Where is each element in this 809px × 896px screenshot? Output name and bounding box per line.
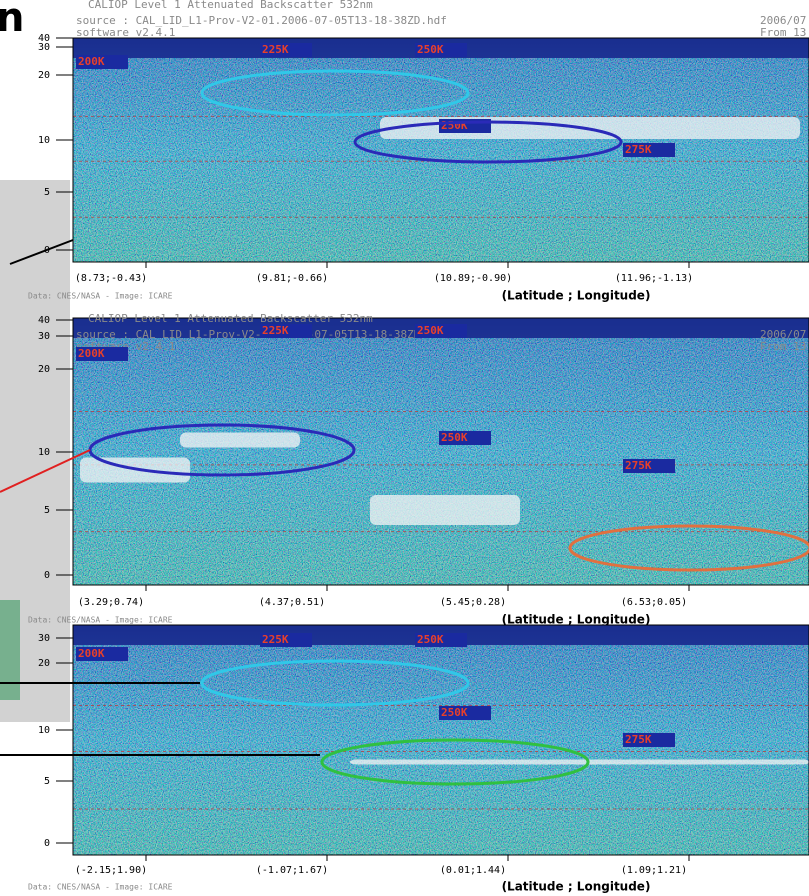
x-tick-label: (9.81;-0.66) xyxy=(256,273,328,284)
panel-title: CALIOP Level 1 Attenuated Backscatter 53… xyxy=(88,312,373,325)
temperature-label: 225K xyxy=(262,633,289,646)
credit: Data: CNES/NASA - Image: ICARE xyxy=(28,616,173,625)
x-tick-label: (-1.07;1.67) xyxy=(256,865,328,876)
temperature-label: 225K xyxy=(262,324,289,337)
temperature-label: 200K xyxy=(78,347,105,360)
y-tick-label: 10 xyxy=(38,725,50,736)
y-tick-label: 30 xyxy=(38,331,50,342)
y-tick-label: 5 xyxy=(44,187,50,198)
temperature-label: 250K xyxy=(417,43,444,56)
plot-noise xyxy=(73,645,809,855)
y-tick-label: 20 xyxy=(38,70,50,81)
page: n CALIOP Level 1 Attenuated Backscatter … xyxy=(0,0,809,896)
x-tick-label: (3.29;0.74) xyxy=(78,597,144,608)
y-tick-label: 30 xyxy=(38,633,50,644)
y-tick-label: 20 xyxy=(38,658,50,669)
x-tick-label: (0.01;1.44) xyxy=(440,865,506,876)
from: From 13 xyxy=(760,26,806,39)
x-tick-label: (6.53;0.05) xyxy=(621,597,687,608)
credit: Data: CNES/NASA - Image: ICARE xyxy=(28,292,173,301)
temperature-label: 200K xyxy=(78,647,105,660)
temperature-label: 200K xyxy=(78,55,105,68)
temperature-label: 275K xyxy=(625,733,652,746)
panel-title: CALIOP Level 1 Attenuated Backscatter 53… xyxy=(88,0,373,11)
axis-label: (Latitude ; Longitude) xyxy=(502,289,651,303)
temperature-label: 250K xyxy=(417,633,444,646)
y-tick-label: 30 xyxy=(38,42,50,53)
left-fragment: n xyxy=(0,0,24,41)
temperature-label: 275K xyxy=(625,143,652,156)
axis-label: (Latitude ; Longitude) xyxy=(502,880,651,894)
temperature-label: 275K xyxy=(625,459,652,472)
panel: CALIOP Level 1 Attenuated Backscatter 53… xyxy=(28,0,809,303)
y-tick-label: 20 xyxy=(38,364,50,375)
cloud xyxy=(370,495,520,525)
panel: 30 20 10 5 0 200K 225K 250K 250K 275K (-2.15;1.90)… xyxy=(28,625,809,894)
x-tick-label: (8.73;-0.43) xyxy=(75,273,147,284)
y-tick-label: 40 xyxy=(38,315,50,326)
side-fragment xyxy=(0,600,20,700)
temperature-label: 250K xyxy=(441,431,468,444)
software: software v2.4.1 xyxy=(76,26,175,39)
temperature-label: 250K xyxy=(441,706,468,719)
cloud xyxy=(350,760,809,765)
axis-label: (Latitude ; Longitude) xyxy=(502,613,651,627)
x-tick-label: (10.89;-0.90) xyxy=(434,273,512,284)
x-tick-label: (-2.15;1.90) xyxy=(75,865,147,876)
y-tick-label: 0 xyxy=(44,838,50,849)
credit: Data: CNES/NASA - Image: ICARE xyxy=(28,883,173,892)
x-tick-label: (4.37;0.51) xyxy=(259,597,325,608)
y-tick-label: 5 xyxy=(44,776,50,787)
x-tick-label: (5.45;0.28) xyxy=(440,597,506,608)
x-tick-label: (11.96;-1.13) xyxy=(615,273,693,284)
y-tick-label: 10 xyxy=(38,447,50,458)
y-tick-label: 10 xyxy=(38,135,50,146)
cloud xyxy=(180,433,300,448)
y-tick-label: 5 xyxy=(44,505,50,516)
y-tick-label: 0 xyxy=(44,570,50,581)
temperature-label: 250K xyxy=(417,324,444,337)
from: From 13 xyxy=(760,340,806,353)
temperature-label: 225K xyxy=(262,43,289,56)
x-tick-label: (1.09;1.21) xyxy=(621,865,687,876)
panel: CALIOP Level 1 Attenuated Backscatter 53… xyxy=(28,312,809,627)
